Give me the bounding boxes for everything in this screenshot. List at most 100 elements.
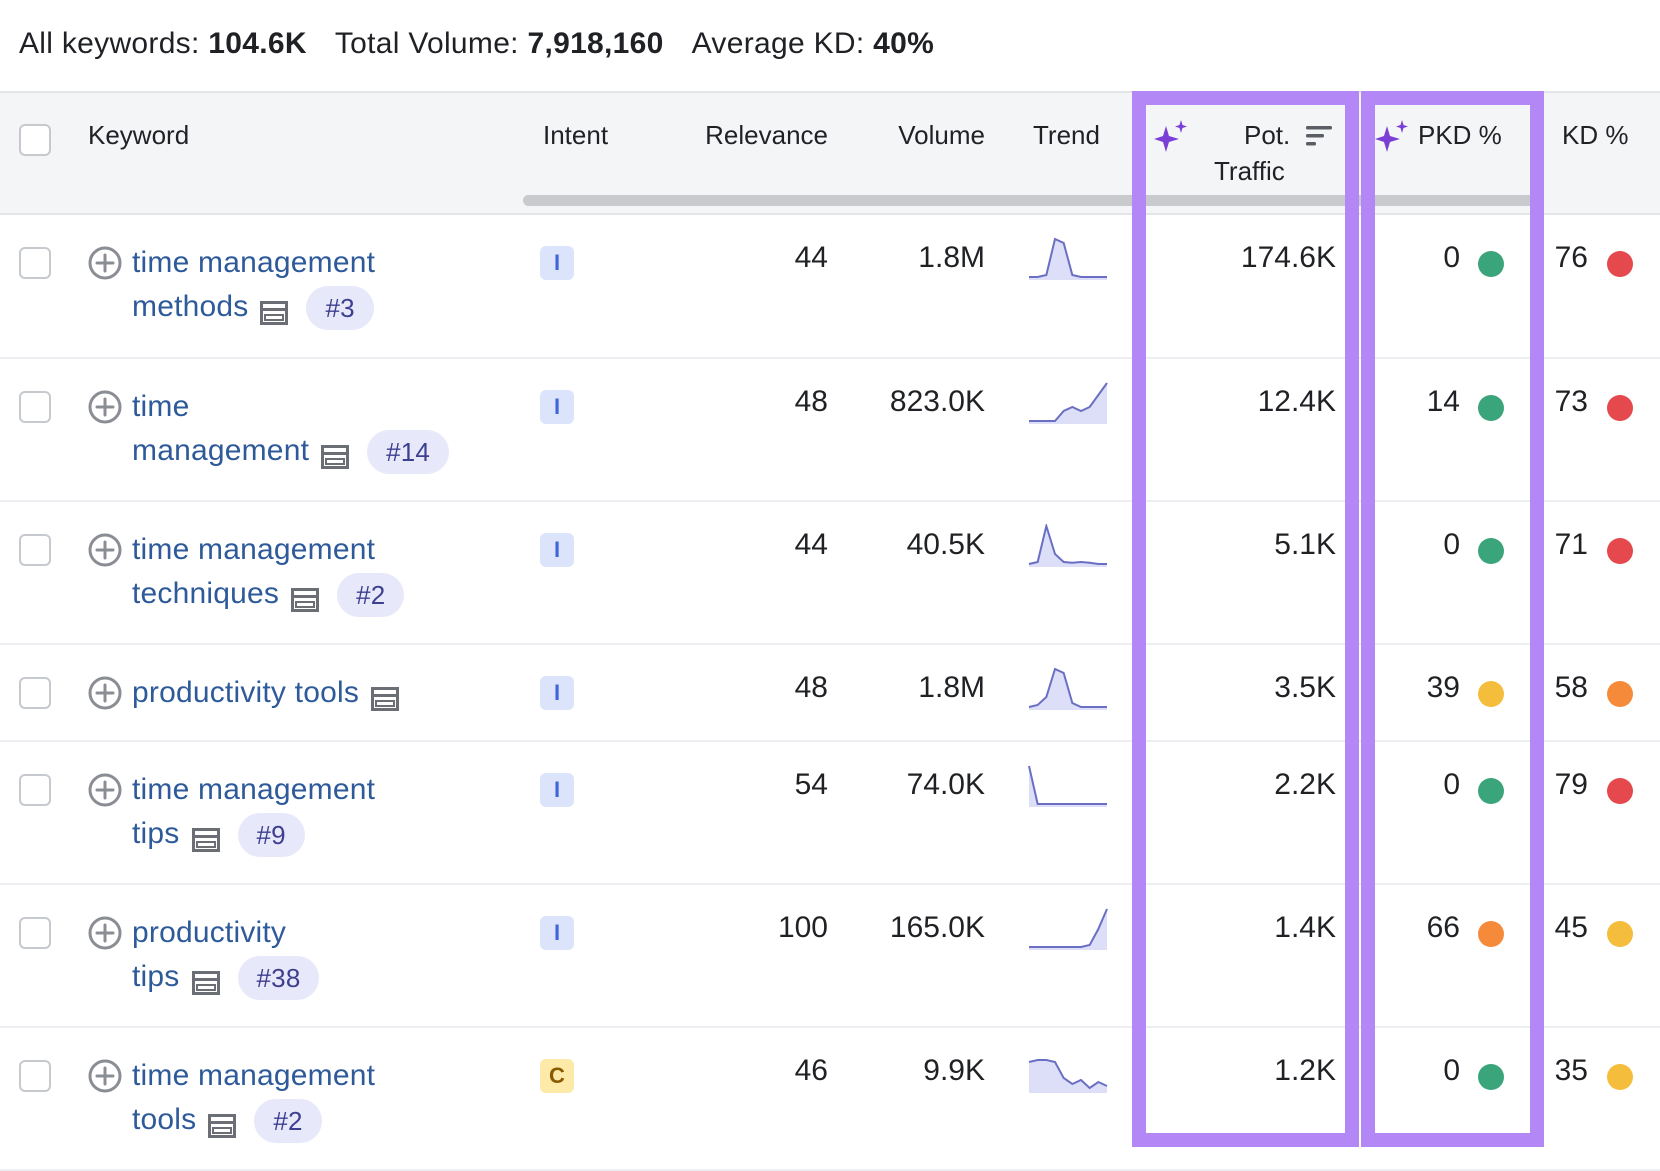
serp-features-icon[interactable]	[321, 438, 350, 470]
column-header-trend[interactable]: Trend	[1033, 120, 1100, 150]
keyword-text-line1[interactable]: time management	[132, 246, 376, 279]
keyword-text-line2[interactable]: techniques	[132, 577, 280, 610]
trend-sparkline	[1028, 764, 1108, 808]
relevance-value: 48	[794, 671, 828, 704]
keyword-link[interactable]: time management tips #9	[132, 768, 532, 858]
keyword-link[interactable]: time management techniques #2	[132, 528, 532, 618]
keyword-text-line1[interactable]: time management	[132, 1059, 376, 1092]
table-row	[0, 742, 1660, 885]
column-header-pot-traffic-line1[interactable]: Pot.	[1244, 120, 1291, 150]
sort-descending-icon[interactable]	[1306, 124, 1334, 148]
keyword-link[interactable]: time management methods #3	[132, 241, 532, 331]
pkd-value: 14	[1426, 385, 1460, 418]
pkd-value: 0	[1443, 768, 1460, 801]
keyword-text-line2[interactable]: methods	[132, 290, 249, 323]
table-row	[0, 502, 1660, 645]
add-keyword-icon[interactable]	[88, 390, 122, 424]
column-header-kd[interactable]: KD %	[1562, 120, 1629, 150]
total-volume-value: 7,918,160	[527, 27, 664, 60]
add-keyword-icon[interactable]	[88, 773, 122, 807]
row-checkbox[interactable]	[19, 1060, 51, 1092]
select-all-checkbox[interactable]	[19, 124, 51, 156]
add-keyword-icon[interactable]	[88, 676, 122, 710]
keyword-text-line1[interactable]: time management	[132, 773, 376, 806]
position-badge: #14	[367, 430, 450, 475]
horizontal-scrollbar[interactable]	[523, 195, 1543, 206]
keyword-link[interactable]: time management tools #2	[132, 1054, 532, 1144]
keyword-text-line2[interactable]: management	[132, 434, 310, 467]
table-row	[0, 359, 1660, 502]
column-header-intent[interactable]: Intent	[543, 120, 609, 150]
pkd-value: 0	[1443, 241, 1460, 274]
row-checkbox[interactable]	[19, 677, 51, 709]
volume-value: 823.0K	[889, 385, 985, 418]
keyword-text-line1[interactable]: productivity	[132, 916, 287, 949]
keyword-link[interactable]: productivity tools	[132, 671, 532, 715]
serp-features-icon[interactable]	[191, 821, 220, 853]
pkd-value: 0	[1443, 528, 1460, 561]
row-checkbox[interactable]	[19, 247, 51, 279]
kd-difficulty-dot	[1607, 1064, 1633, 1090]
kd-difficulty-dot	[1607, 681, 1633, 707]
volume-value: 165.0K	[889, 911, 985, 944]
column-header-relevance[interactable]: Relevance	[705, 120, 828, 150]
keyword-link[interactable]: time management #14	[132, 385, 532, 475]
intent-badge: I	[540, 390, 574, 424]
kd-value: 35	[1554, 1054, 1588, 1087]
column-header-volume[interactable]: Volume	[898, 120, 985, 150]
trend-sparkline	[1028, 381, 1108, 425]
all-keywords-label: All keywords:	[19, 27, 200, 60]
relevance-value: 54	[794, 768, 828, 801]
keyword-text-line1[interactable]: productivity tools	[132, 676, 360, 709]
keyword-text-line2[interactable]: tips	[132, 817, 180, 850]
serp-features-icon[interactable]	[191, 964, 220, 996]
serp-features-icon[interactable]	[260, 294, 289, 326]
average-kd-summary: Average KD: 40%	[692, 27, 934, 61]
trend-sparkline	[1028, 237, 1108, 281]
add-keyword-icon[interactable]	[88, 916, 122, 950]
row-checkbox[interactable]	[19, 391, 51, 423]
row-checkbox[interactable]	[19, 917, 51, 949]
relevance-value: 48	[794, 385, 828, 418]
kd-difficulty-dot	[1607, 538, 1633, 564]
row-checkbox[interactable]	[19, 534, 51, 566]
kd-difficulty-dot	[1607, 251, 1633, 277]
kd-value: 79	[1554, 768, 1588, 801]
column-header-pot-traffic-line2[interactable]: Traffic	[1214, 156, 1285, 186]
serp-features-icon[interactable]	[208, 1107, 237, 1139]
keyword-link[interactable]: productivity tips #38	[132, 911, 532, 1001]
trend-sparkline	[1028, 907, 1108, 951]
kd-difficulty-dot	[1607, 778, 1633, 804]
serp-features-icon[interactable]	[291, 581, 320, 613]
position-badge: #2	[254, 1099, 322, 1144]
table-row	[0, 645, 1660, 742]
volume-value: 1.8M	[918, 671, 985, 704]
pkd-value: 0	[1443, 1054, 1460, 1087]
pkd-difficulty-dot	[1478, 538, 1504, 564]
pot-traffic-value: 1.4K	[1274, 911, 1336, 944]
add-keyword-icon[interactable]	[88, 533, 122, 567]
trend-sparkline	[1028, 522, 1108, 568]
serp-features-icon[interactable]	[371, 680, 400, 712]
add-keyword-icon[interactable]	[88, 246, 122, 280]
keyword-text-line1[interactable]: time	[132, 390, 190, 423]
relevance-value: 46	[794, 1054, 828, 1087]
pot-traffic-value: 174.6K	[1240, 241, 1336, 274]
keyword-text-line1[interactable]: time management	[132, 533, 376, 566]
pkd-value: 39	[1426, 671, 1460, 704]
summary-bar: All keywords: 104.6K Total Volume: 7,918…	[19, 20, 962, 68]
row-checkbox[interactable]	[19, 774, 51, 806]
intent-badge: C	[540, 1059, 574, 1093]
intent-badge: I	[540, 773, 574, 807]
relevance-value: 100	[777, 911, 828, 944]
volume-value: 1.8M	[918, 241, 985, 274]
pot-traffic-value: 5.1K	[1274, 528, 1336, 561]
add-keyword-icon[interactable]	[88, 1059, 122, 1093]
all-keywords-summary: All keywords: 104.6K	[19, 27, 307, 61]
volume-value: 9.9K	[923, 1054, 985, 1087]
keyword-text-line2[interactable]: tools	[132, 1103, 197, 1136]
keyword-text-line2[interactable]: tips	[132, 960, 180, 993]
column-header-keyword[interactable]: Keyword	[88, 120, 190, 150]
column-header-pkd[interactable]: PKD %	[1418, 120, 1502, 150]
pkd-difficulty-dot	[1478, 251, 1504, 277]
